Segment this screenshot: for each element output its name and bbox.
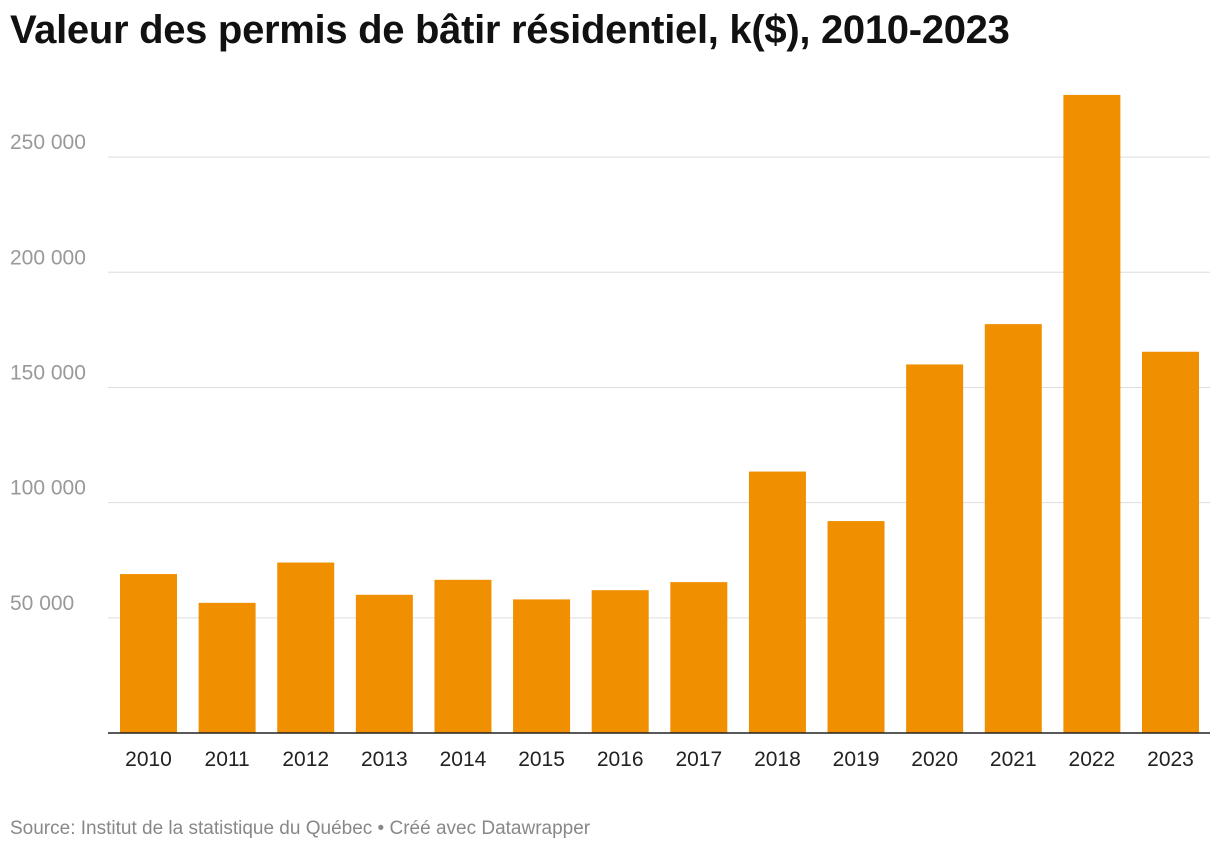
gridlines	[108, 156, 1210, 619]
y-tick-label: 200 000	[10, 246, 86, 269]
bar-2020	[906, 364, 964, 733]
x-tick-label: 2012	[282, 748, 329, 771]
x-tick-label: 2013	[361, 748, 408, 771]
bar-2013	[355, 594, 413, 733]
x-tick-label: 2011	[205, 748, 250, 771]
y-tick-label: 150 000	[10, 361, 86, 384]
x-tick-label: 2019	[833, 748, 880, 771]
bar-2017	[670, 582, 728, 733]
x-tick-label: 2015	[518, 748, 565, 771]
y-axis-labels: 50 000 100 000 150 000 200 000 250 000	[10, 131, 86, 615]
source-note: Source: Institut de la statistique du Qu…	[10, 818, 591, 839]
bar-2016	[591, 590, 649, 733]
x-tick-label: 2021	[990, 748, 1037, 771]
x-tick-label: 2010	[125, 748, 172, 771]
bar-2021	[984, 324, 1042, 733]
bar-2015	[513, 599, 571, 733]
bar-2014	[434, 579, 492, 733]
bar-2018	[748, 471, 806, 733]
bar-2019	[827, 521, 885, 733]
x-axis-labels: 2010 2011 2012 2013 2014 2015 2016 2017 2018 2019…	[125, 748, 1194, 771]
y-tick-label: 250 000	[10, 131, 86, 154]
bar-2011	[198, 602, 256, 733]
bar-2012	[277, 562, 335, 733]
x-tick-label: 2020	[911, 748, 958, 771]
x-tick-label: 2018	[754, 748, 801, 771]
y-tick-label: 50 000	[10, 592, 74, 615]
chart-title: Valeur des permis de bâtir résidentiel, …	[10, 8, 1010, 52]
bar-2010	[120, 574, 177, 733]
x-tick-label: 2014	[440, 748, 487, 771]
x-tick-label: 2023	[1147, 748, 1194, 771]
x-tick-label: 2022	[1069, 748, 1116, 771]
bar-2023	[1142, 351, 1199, 733]
x-tick-label: 2017	[675, 748, 722, 771]
x-tick-label: 2016	[597, 748, 644, 771]
bars	[120, 94, 1199, 734]
y-tick-label: 100 000	[10, 477, 86, 500]
bar-2022	[1063, 94, 1121, 734]
